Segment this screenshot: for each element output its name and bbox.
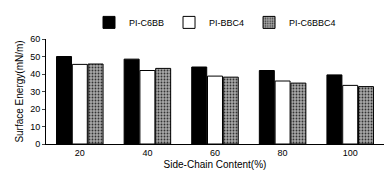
svg-text:40: 40 — [30, 69, 40, 79]
svg-text:PI-BBC4: PI-BBC4 — [209, 18, 244, 28]
svg-text:80: 80 — [278, 148, 288, 158]
svg-text:Side-Chain Content(%): Side-Chain Content(%) — [164, 159, 267, 170]
svg-text:PI-C6BBC4: PI-C6BBC4 — [289, 18, 336, 28]
svg-text:40: 40 — [142, 148, 152, 158]
svg-text:20: 20 — [75, 148, 85, 158]
svg-text:60: 60 — [210, 148, 220, 158]
svg-text:60: 60 — [30, 34, 40, 44]
svg-text:PI-C6BB: PI-C6BB — [129, 18, 164, 28]
svg-text:50: 50 — [30, 52, 40, 62]
svg-text:100: 100 — [343, 148, 358, 158]
svg-text:0: 0 — [35, 139, 40, 149]
svg-text:30: 30 — [30, 87, 40, 97]
svg-text:10: 10 — [30, 122, 40, 132]
svg-text:Surface Energy(mN/m): Surface Energy(mN/m) — [14, 40, 25, 142]
svg-text:20: 20 — [30, 104, 40, 114]
